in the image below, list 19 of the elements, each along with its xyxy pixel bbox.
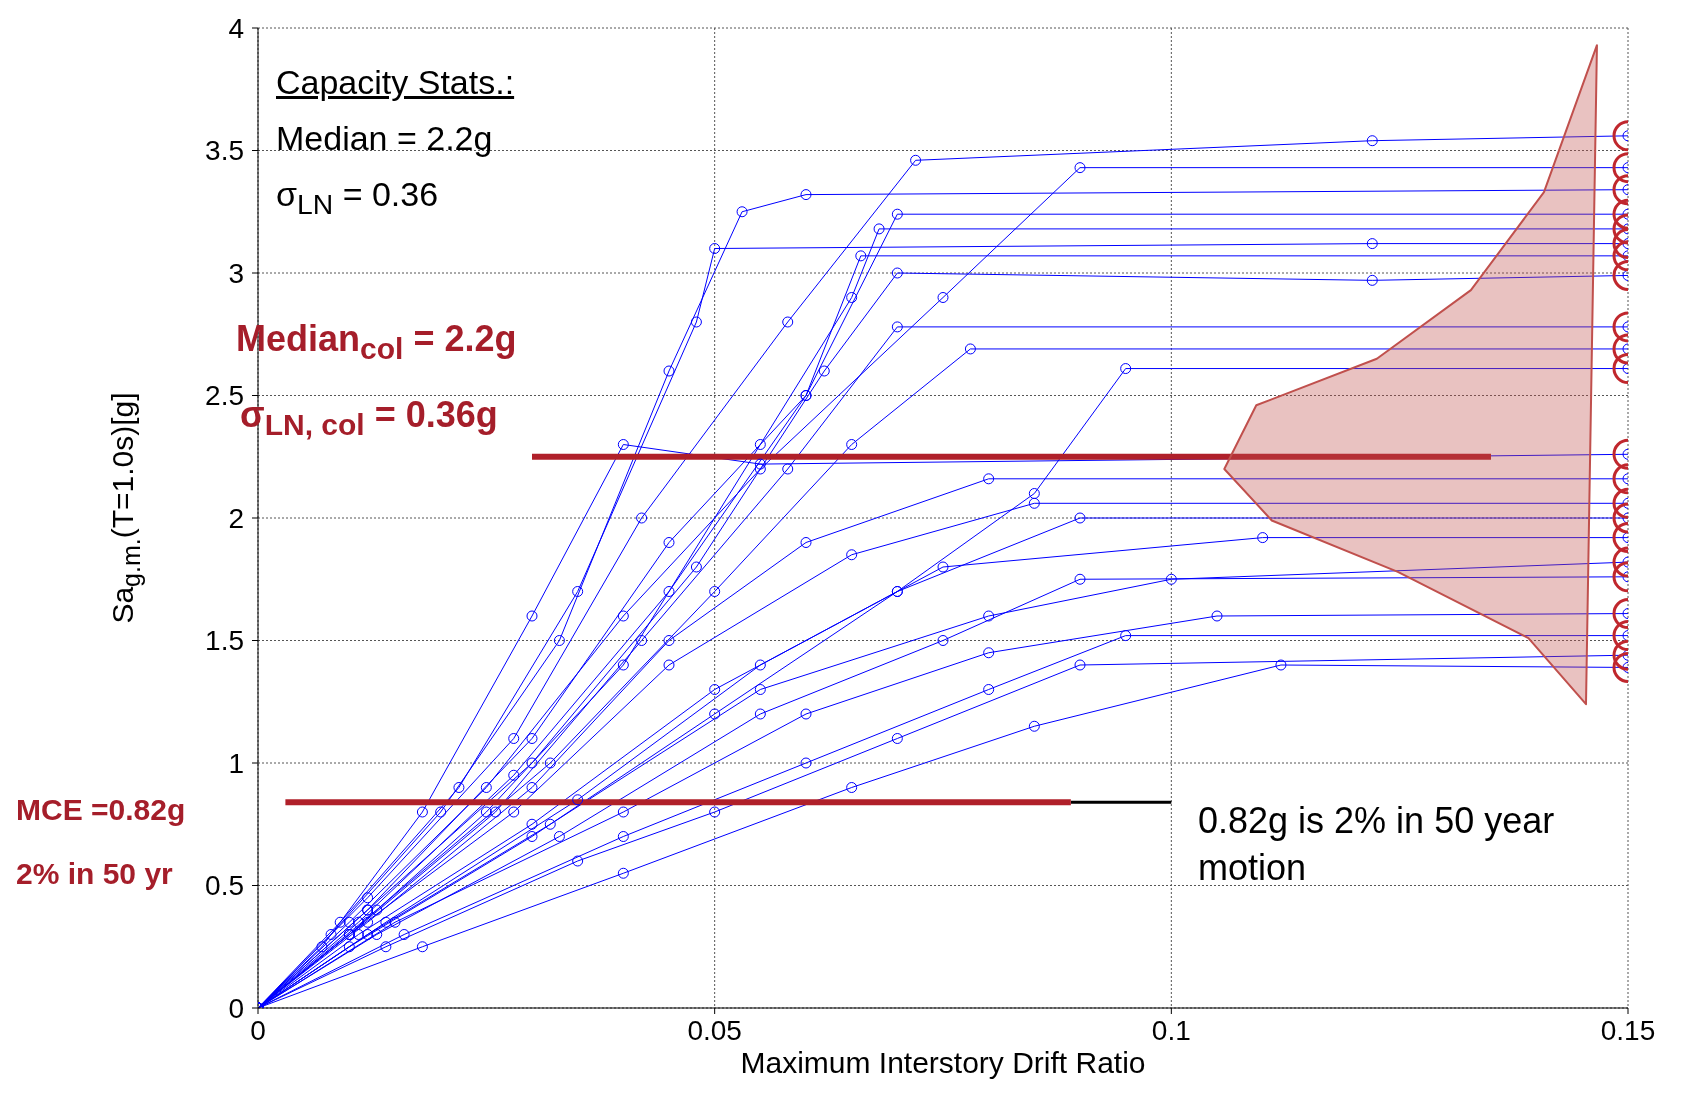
annotation: σ$_{LN}$ = 0.36 bbox=[276, 174, 439, 222]
y-tick-label: 1 bbox=[228, 747, 244, 779]
x-axis-title: Maximum Interstory Drift Ratio bbox=[740, 1046, 1146, 1080]
annotation: Capacity Stats.: bbox=[276, 62, 515, 103]
y-tick-label: 0.5 bbox=[205, 870, 244, 902]
y-tick-label: 1.5 bbox=[205, 625, 244, 657]
y-tick-label: 3.5 bbox=[205, 135, 244, 167]
x-tick-label: 0 bbox=[250, 1014, 266, 1046]
y-tick-label: 2 bbox=[228, 502, 244, 534]
annotation: Median = 2.2g bbox=[276, 118, 493, 159]
text: 2% in 50 yr bbox=[16, 856, 173, 892]
x-tick-label: 0.15 bbox=[1600, 1014, 1656, 1046]
y-tick-label: 0 bbox=[228, 992, 244, 1024]
y-tick-label: 4 bbox=[228, 12, 244, 44]
text: MCE =0.82g bbox=[16, 792, 186, 828]
x-tick-label: 0.05 bbox=[687, 1014, 742, 1046]
y-tick-label: 3 bbox=[228, 257, 244, 289]
annotation: 0.82g is 2% in 50 year motion bbox=[1198, 799, 1556, 890]
x-tick-label: 0.1 bbox=[1151, 1014, 1191, 1046]
